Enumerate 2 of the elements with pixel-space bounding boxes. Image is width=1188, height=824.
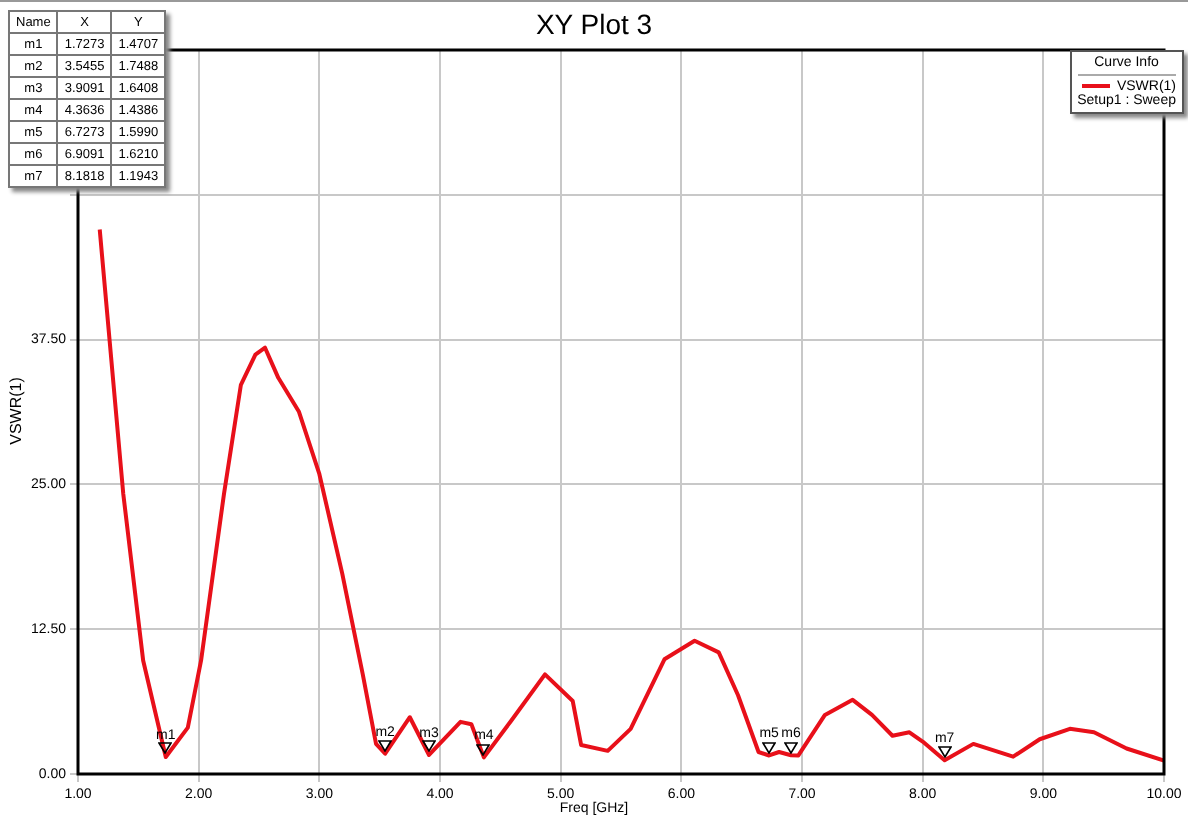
chart-title: XY Plot 3: [535, 8, 653, 40]
y-axis-title: VSWR(1): [7, 375, 25, 449]
